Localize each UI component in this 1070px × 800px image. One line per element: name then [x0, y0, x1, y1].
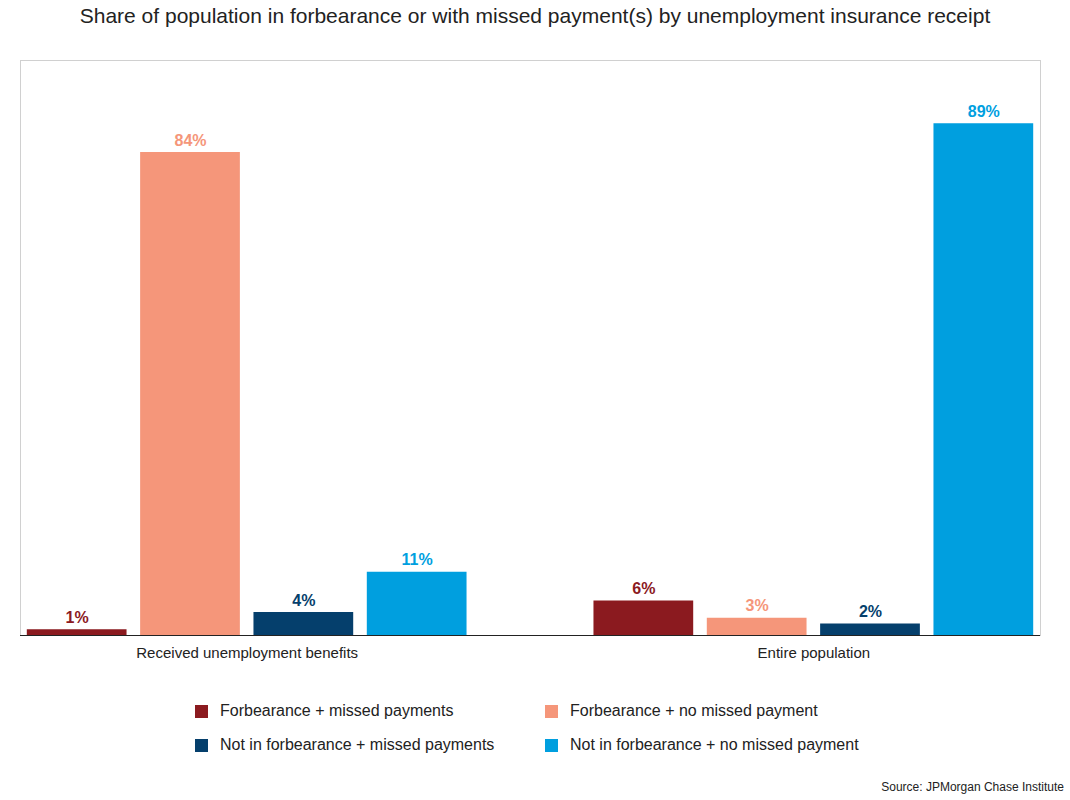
svg-text:3%: 3% — [746, 597, 769, 614]
svg-text:Received unemployment benefits: Received unemployment benefits — [136, 644, 358, 661]
svg-text:11%: 11% — [402, 551, 433, 568]
svg-text:84%: 84% — [174, 132, 206, 149]
svg-text:Entire population: Entire population — [758, 644, 871, 661]
html-text:Forbearance + missed payments: Forbearance + missed payments — [220, 702, 454, 719]
html-text:Share of population in forbear: Share of population in forbearance or wi… — [79, 4, 991, 27]
svg-text:6%: 6% — [632, 580, 655, 597]
svg-text:4%: 4% — [292, 592, 315, 609]
html-text:Not in forbearance + no missed: Not in forbearance + no missed payment — [570, 736, 859, 753]
svg-text:89%: 89% — [968, 103, 1000, 120]
svg-text:2%: 2% — [859, 603, 882, 620]
svg-text:1%: 1% — [66, 609, 89, 626]
html-text:Not in forbearance + missed pa: Not in forbearance + missed payments — [220, 736, 495, 753]
html-text:Source: JPMorgan Chase Institu: Source: JPMorgan Chase Institute — [881, 780, 1064, 794]
html-text:Forbearance + no missed paymen: Forbearance + no missed payment — [570, 702, 818, 719]
